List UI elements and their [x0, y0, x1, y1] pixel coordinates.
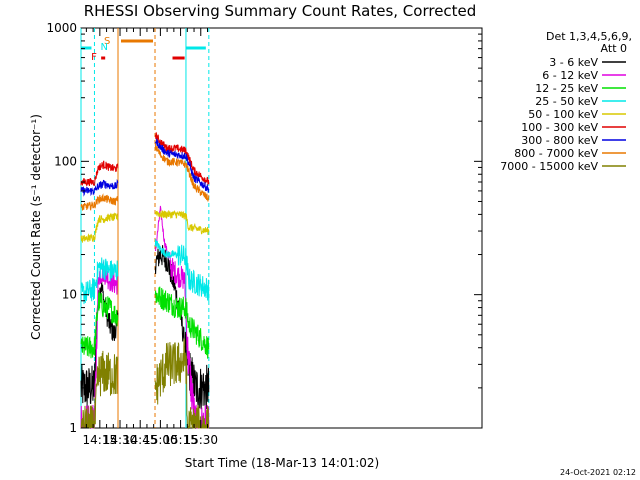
- x-tick-label-5: 15:30: [183, 433, 218, 447]
- night-label: N: [100, 42, 107, 53]
- series-line-3-0: [80, 257, 119, 305]
- y-tick-label-0: 1: [69, 421, 77, 435]
- x-axis-label: Start Time (18-Mar-13 14:01:02): [185, 456, 379, 470]
- series-line-4-0: [80, 212, 119, 243]
- x-tick-label-2: 14:45: [123, 433, 158, 447]
- legend-label-4: 50 - 100 keV: [528, 108, 598, 121]
- legend-label-2: 12 - 25 keV: [535, 82, 598, 95]
- series-line-7-1: [154, 142, 210, 202]
- y-tick-label-2: 100: [54, 154, 77, 168]
- y-tick-label-3: 1000: [46, 21, 77, 35]
- plot-area: SNF: [80, 27, 483, 430]
- series-line-5-1: [154, 132, 210, 186]
- legend-header-line2: Att 0: [601, 42, 627, 55]
- flare-label: F: [91, 52, 97, 63]
- series-line-7-0: [80, 193, 119, 211]
- legend-label-6: 300 - 800 keV: [521, 134, 598, 147]
- series-line-3-1: [154, 238, 210, 302]
- legend-label-5: 100 - 300 keV: [521, 121, 598, 134]
- series-line-0-1: [154, 245, 210, 410]
- plot-frame: [80, 27, 483, 429]
- saa-label: S: [104, 36, 110, 47]
- y-axis-label: Corrected Count Rate (s⁻¹ detector⁻¹): [29, 114, 43, 340]
- y-tick-label-1: 10: [62, 288, 77, 302]
- legend-label-7: 800 - 7000 keV: [514, 147, 598, 160]
- x-tick-label-1: 14:30: [103, 433, 138, 447]
- series-line-5-0: [80, 160, 119, 187]
- series-line-4-1: [154, 210, 210, 235]
- legend-label-0: 3 - 6 keV: [549, 56, 598, 69]
- series-line-2-1: [154, 286, 210, 360]
- legend-label-8: 7000 - 15000 keV: [500, 160, 598, 173]
- chart-title: RHESSI Observing Summary Count Rates, Co…: [84, 2, 477, 20]
- x-tick-label-0: 14:15: [83, 433, 118, 447]
- y-axis: 1 10 100 1000: [46, 21, 482, 435]
- series-line-6-1: [154, 138, 210, 193]
- legend-label-1: 6 - 12 keV: [542, 69, 598, 82]
- legend-label-3: 25 - 50 keV: [535, 95, 598, 108]
- x-tick-label-3: 15:00: [143, 433, 178, 447]
- series-line-8-1: [154, 338, 209, 430]
- legend-header-line1: Det 1,3,4,5,6,9,: [546, 30, 632, 43]
- generation-timestamp: 24-Oct-2021 02:12: [560, 468, 636, 477]
- series-line-2-0: [80, 291, 119, 359]
- series-line-6-0: [80, 178, 119, 197]
- x-tick-label-4: 15:15: [163, 433, 198, 447]
